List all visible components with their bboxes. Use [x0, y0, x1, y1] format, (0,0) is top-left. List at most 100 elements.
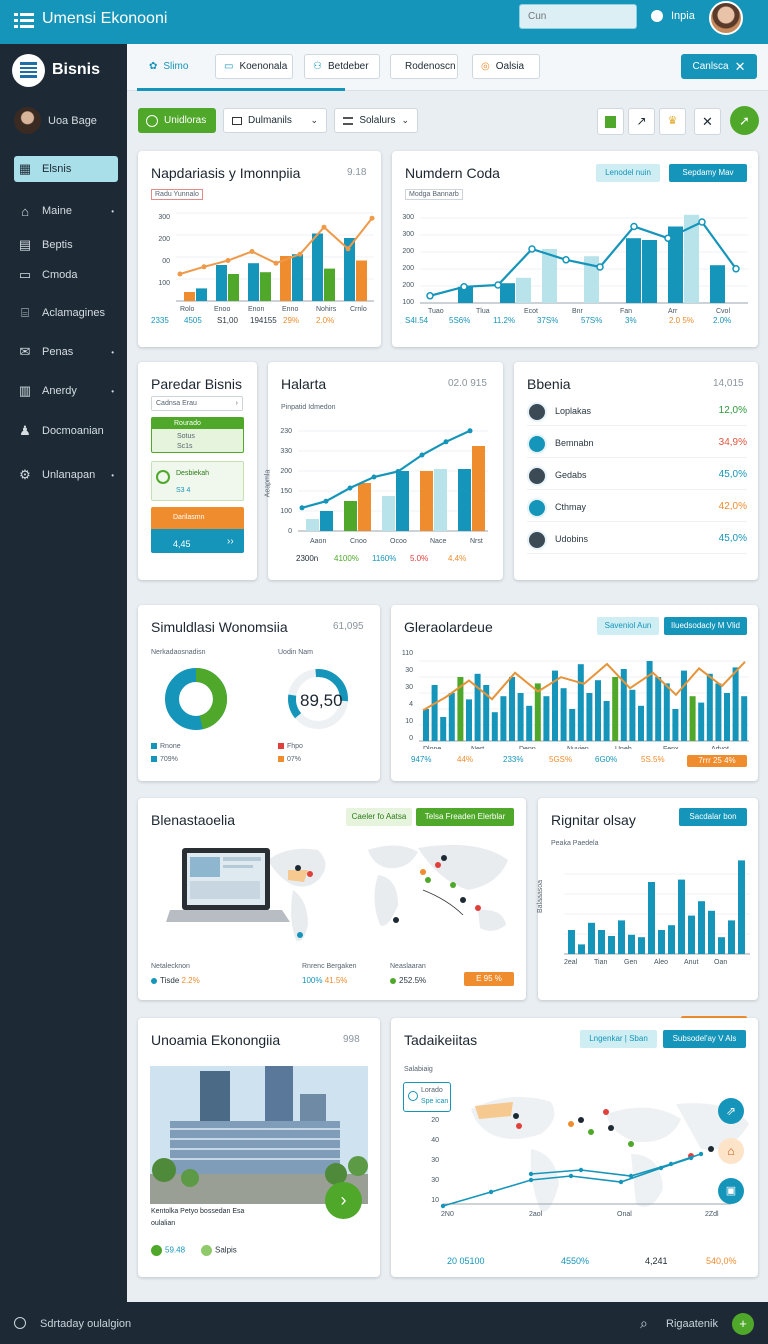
- play-icon[interactable]: ›: [325, 1182, 362, 1219]
- x-tick-label: Denn: [519, 746, 536, 749]
- location-icon[interactable]: ⌂: [718, 1138, 744, 1164]
- info-box[interactable]: Lorado Spe ican: [403, 1082, 451, 1112]
- select-box[interactable]: Cadnsa Erau ›: [151, 396, 243, 411]
- y-tick-label: 40: [431, 1137, 439, 1144]
- toggle-dot[interactable]: [651, 10, 663, 22]
- avatar[interactable]: [709, 1, 743, 35]
- line-point: [467, 428, 473, 434]
- dropdown-2[interactable]: Solalurs ⌄: [334, 108, 418, 133]
- line-point: [273, 260, 279, 266]
- card-financial-chart: Napdariasis y Imonnpiia 9.18 Radu Yunnal…: [138, 151, 381, 347]
- card-number: 9.18: [347, 167, 367, 178]
- photo-caption: Kentolka Petyo bossedan Esa: [151, 1208, 245, 1215]
- dropdown-1[interactable]: Dulmanils ⌄: [223, 108, 327, 133]
- list-item[interactable]: Loplakas 12,0%: [527, 400, 747, 426]
- dropdown-1-label: Dulmanils: [248, 115, 292, 126]
- item-name: Udobins: [555, 534, 589, 544]
- stat-value: 44%: [457, 755, 474, 764]
- card-register-chart: Rignitar olsay Sacdalar bon Peaka Paedel…: [537, 798, 758, 1029]
- main-area: ✿ Slimo ▭ Koenonala ⚇ Betdeber Rodenoscn ◎ Oalsi…: [127, 44, 768, 1302]
- stat-value: 2.0%: [316, 316, 335, 325]
- document-icon[interactable]: ▣: [718, 1178, 744, 1204]
- sidebar-item-8[interactable]: ⚙ Unlanapan •: [14, 462, 118, 488]
- filter-pill-active[interactable]: Subsodel'ay V Als: [663, 1030, 746, 1048]
- tab-label: Oalsia: [495, 61, 525, 72]
- tab-4[interactable]: ◎ Oalsia: [472, 54, 540, 79]
- legend-box: Radu Yunnalo: [151, 189, 203, 200]
- map-marker: [307, 871, 313, 877]
- filter-pill[interactable]: Lngenkar | Sban: [580, 1030, 657, 1048]
- list-item[interactable]: Udobins 45,0%: [527, 528, 747, 554]
- trend-line: [429, 220, 737, 297]
- card-activities-map: Tadaikeiitas Lngenkar | Sban Subsodel'ay…: [391, 1018, 758, 1277]
- bar: [595, 680, 601, 741]
- route-icon[interactable]: ⇗: [718, 1098, 744, 1124]
- line-point: [664, 234, 672, 242]
- brand-icon: [12, 54, 45, 87]
- filter-pill-active[interactable]: Sacdalar bon: [679, 808, 747, 826]
- line-point: [732, 265, 740, 273]
- green-square-button[interactable]: [597, 108, 624, 135]
- arrow-icon[interactable]: ➚: [730, 106, 759, 135]
- menu-icon[interactable]: [14, 12, 34, 30]
- sidebar-item-2[interactable]: ▤ Beptis: [14, 232, 118, 258]
- list-item[interactable]: Gedabs 45,0%: [527, 464, 747, 490]
- user-avatar[interactable]: [14, 107, 41, 134]
- sidebar-item-0[interactable]: ▦ Elsnis: [14, 156, 118, 182]
- x-tick-label: Ocoo: [390, 538, 407, 545]
- tab-3[interactable]: Rodenoscn: [390, 54, 458, 79]
- sidebar-item-5[interactable]: ✉ Penas •: [14, 339, 118, 365]
- y-tick-label: 300: [402, 231, 414, 238]
- line-point: [528, 1171, 534, 1177]
- tab-1[interactable]: ▭ Koenonala: [215, 54, 293, 79]
- bar-line-chart-4: 110 30 30 4 10 0 Dlone Nert Denn Nuvien Uneh Fenx Ad…: [402, 650, 749, 749]
- filter-pill-active[interactable]: Sepdamy Mav: [669, 164, 747, 182]
- filter-pill[interactable]: Saveniol Aun: [597, 617, 659, 635]
- tab-2[interactable]: ⚇ Betdeber: [304, 54, 380, 79]
- search-icon[interactable]: ⌕: [640, 1315, 648, 1331]
- bar: [356, 260, 367, 301]
- list-item[interactable]: Darilasmn 4,45 ››: [151, 507, 244, 553]
- card-title: Numdern Coda: [405, 165, 500, 181]
- y-tick-label: 200: [402, 282, 414, 289]
- bar: [500, 696, 507, 741]
- footer-label-3: Neaslaaran: [390, 963, 426, 970]
- close-icon[interactable]: ✕: [694, 108, 721, 135]
- sidebar-item-1[interactable]: ⌂ Maine •: [14, 198, 118, 224]
- bar: [715, 683, 722, 741]
- add-icon[interactable]: +: [732, 1313, 754, 1335]
- item-name: Gedabs: [555, 470, 587, 480]
- filter-pill-active[interactable]: Iluedsodacly M Vlid: [664, 617, 747, 635]
- stat-value: 5S6%: [449, 316, 471, 325]
- search-input[interactable]: [519, 4, 637, 29]
- list-item[interactable]: Rourado Sotus Sc1s: [151, 417, 244, 453]
- bar: [655, 677, 662, 741]
- sidebar-item-4[interactable]: ⌸ Aclamagines: [14, 300, 118, 326]
- item-icon: [527, 498, 547, 518]
- tab-0[interactable]: ✿ Slimo: [141, 54, 213, 79]
- bar: [638, 937, 645, 954]
- world-map: [268, 844, 508, 941]
- filter-pill-active[interactable]: Telsa Freaden Elerblar: [416, 808, 514, 826]
- bar: [216, 265, 227, 301]
- item-value: 42,0%: [718, 501, 747, 512]
- sidebar-item-7[interactable]: ♟ Docmoanian: [14, 418, 118, 444]
- x-tick-label: Rolo: [180, 306, 195, 313]
- map-marker: [425, 877, 431, 883]
- card-numbers-chart: Numdern Coda Lenodel nuin Sepdamy Mav Mo…: [392, 151, 758, 347]
- cancel-button[interactable]: Canlsca ✕: [681, 54, 757, 79]
- sidebar-item-3[interactable]: ▭ Cmoda: [14, 262, 118, 288]
- tab-icon: ✿: [149, 61, 158, 72]
- card-building: Unoamia Ekonongiia 998 › Kentolka Petyo …: [138, 1018, 380, 1277]
- primary-button[interactable]: Unidloras: [138, 108, 216, 133]
- filter-pill[interactable]: Lenodel nuin: [596, 164, 660, 182]
- list-item[interactable]: Bemnabn 34,9%: [527, 432, 747, 458]
- list-item[interactable]: Desbiekah S3 4: [151, 461, 244, 501]
- crown-icon[interactable]: ♛: [659, 108, 686, 135]
- filter-pill[interactable]: Caeler fo Aatsa: [346, 808, 412, 826]
- y-tick-label: 100: [158, 280, 170, 287]
- list-item[interactable]: Cthmay 42,0%: [527, 496, 747, 522]
- sidebar-item-6[interactable]: ▥ Anerdy •: [14, 378, 118, 404]
- edit-icon[interactable]: ↗: [628, 108, 655, 135]
